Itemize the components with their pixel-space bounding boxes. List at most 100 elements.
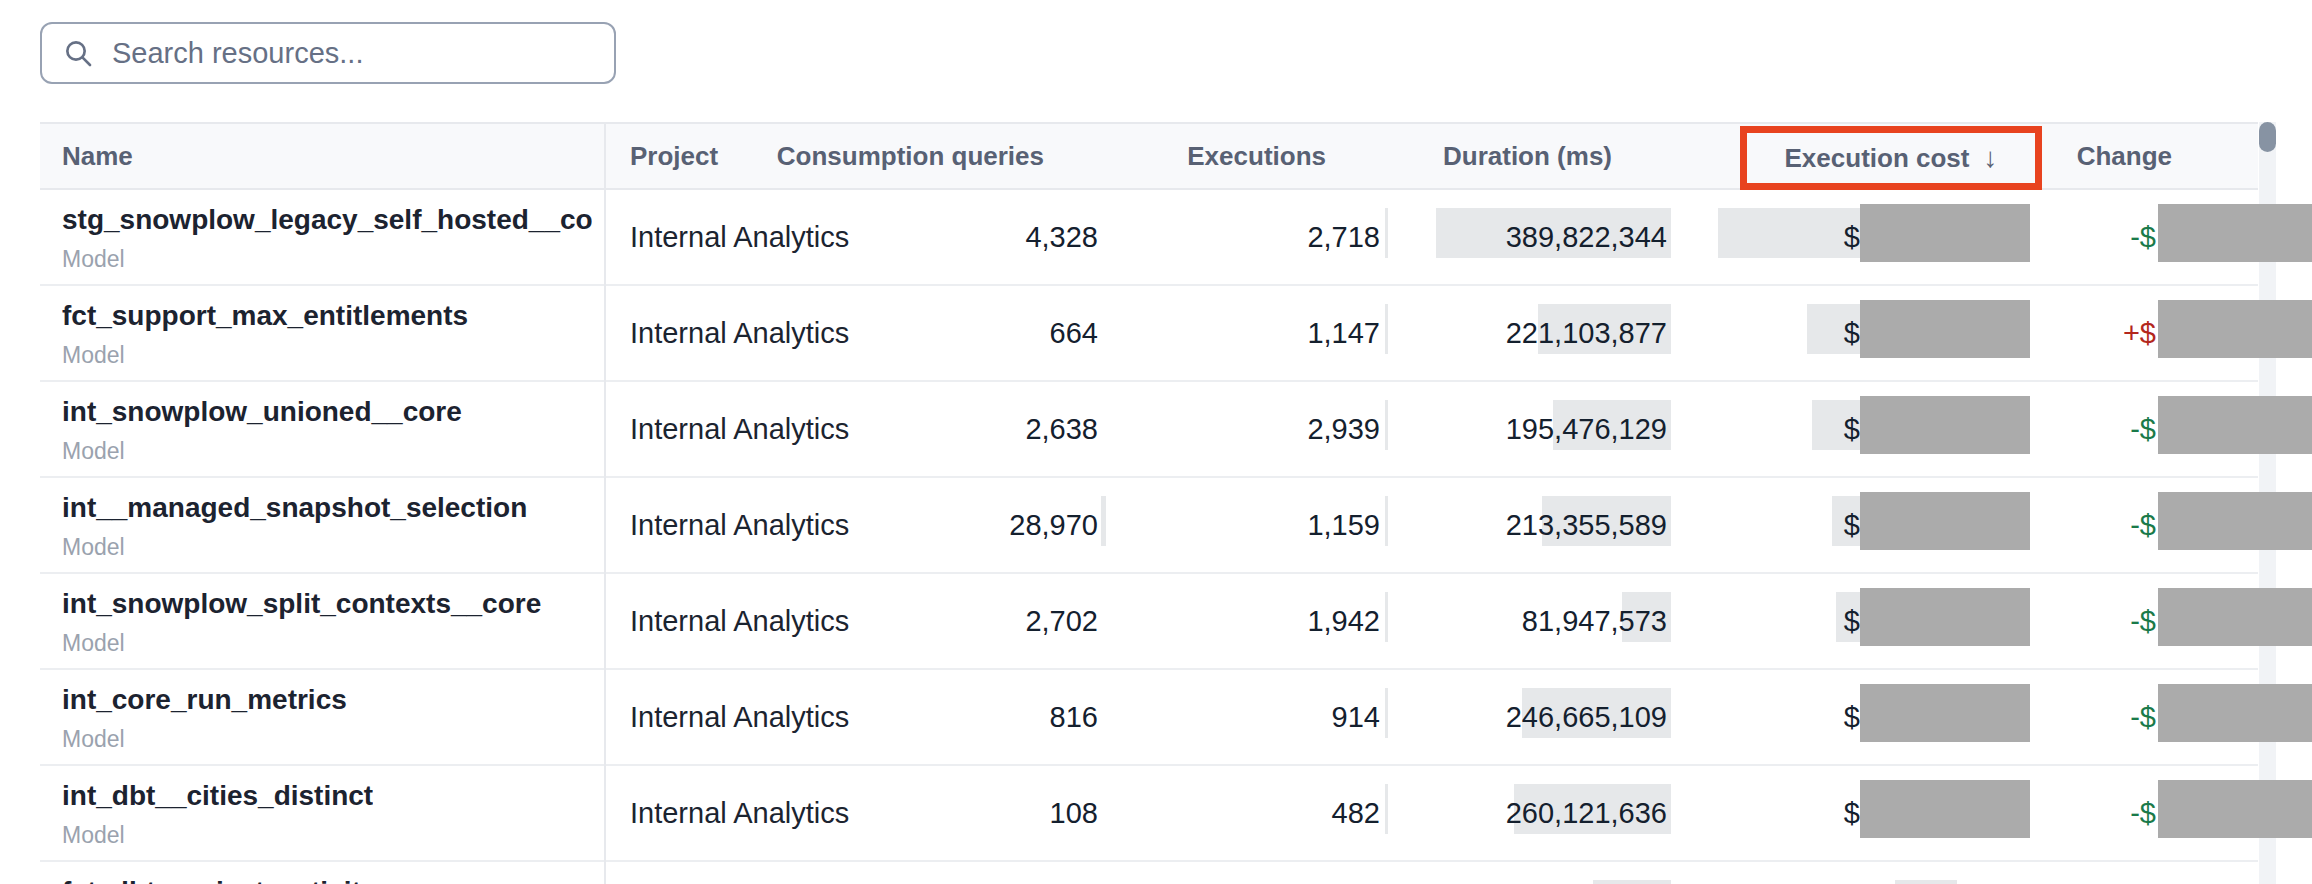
table-header: Name Project Consumption queries Executi… xyxy=(40,122,2258,190)
resource-name-link[interactable]: int_core_run_metrics xyxy=(62,684,347,716)
change-redacted-value xyxy=(2158,396,2312,454)
resource-type-label: Model xyxy=(62,246,125,273)
consumption-queries-bar xyxy=(1101,496,1106,546)
change-redacted-value xyxy=(2158,492,2312,550)
search-icon xyxy=(62,37,94,69)
execution-cost-redacted-value xyxy=(1860,204,2030,262)
scrollbar-thumb[interactable] xyxy=(2259,122,2276,152)
resource-name-link[interactable]: int_snowplow_unioned__core xyxy=(62,396,462,428)
change-redacted-value xyxy=(2158,780,2312,838)
resource-type-label: Model xyxy=(62,630,125,657)
table-row[interactable]: int_core_run_metrics Model Internal Anal… xyxy=(0,670,2312,766)
project-cell: Internal Analytics xyxy=(630,605,849,638)
resource-name-link[interactable]: stg_snowplow_legacy_self_hosted__cor… xyxy=(62,204,592,236)
duration-highlight-bar xyxy=(1593,880,1671,884)
project-cell: Internal Analytics xyxy=(630,317,849,350)
resource-type-label: Model xyxy=(62,438,125,465)
resource-name-link[interactable]: fct_support_max_entitlements xyxy=(62,300,468,332)
executions-cell: 482 xyxy=(1130,797,1380,830)
change-cell: -$ xyxy=(2056,221,2156,254)
duration-cell: 246,665,109 xyxy=(1380,701,1667,734)
duration-cell: 260,121,636 xyxy=(1380,797,1667,830)
execution-cost-redacted-value xyxy=(1860,396,2030,454)
table-row[interactable]: stg_snowplow_legacy_self_hosted__cor… Mo… xyxy=(0,190,2312,286)
execution-cost-cell: $ xyxy=(1760,221,1860,254)
consumption-queries-cell: 2,702 xyxy=(840,605,1098,638)
resource-type-label: Model xyxy=(62,822,125,849)
change-cell: -$ xyxy=(2056,413,2156,446)
column-header-consumption-queries[interactable]: Consumption queries xyxy=(777,124,1044,192)
resource-type-label: Model xyxy=(62,342,125,369)
consumption-queries-cell: 4,328 xyxy=(840,221,1098,254)
column-header-project[interactable]: Project xyxy=(630,124,718,192)
sort-descending-icon[interactable]: ↓ xyxy=(1983,144,1997,172)
change-cell: -$ xyxy=(2056,797,2156,830)
column-header-executions[interactable]: Executions xyxy=(1187,124,1326,192)
change-cell: +$ xyxy=(2056,317,2156,350)
execution-cost-cell: $ xyxy=(1760,701,1860,734)
executions-cell: 1,159 xyxy=(1130,509,1380,542)
executions-cell: 914 xyxy=(1130,701,1380,734)
project-cell: Internal Analytics xyxy=(630,701,849,734)
change-redacted-value xyxy=(2158,684,2312,742)
table-row[interactable]: int__managed_snapshot_selection Model In… xyxy=(0,478,2312,574)
table-row[interactable]: fct_support_max_entitlements Model Inter… xyxy=(0,286,2312,382)
executions-cell: 2,718 xyxy=(1130,221,1380,254)
table-row[interactable]: int_snowplow_split_contexts__core Model … xyxy=(0,574,2312,670)
resource-type-label: Model xyxy=(62,534,125,561)
project-cell: Internal Analytics xyxy=(630,413,849,446)
project-cell: Internal Analytics xyxy=(630,221,849,254)
name-column-divider xyxy=(604,122,606,884)
resource-name-link[interactable]: fct_dbt_project_activity xyxy=(62,876,376,884)
consumption-queries-cell: 816 xyxy=(840,701,1098,734)
table-body: stg_snowplow_legacy_self_hosted__cor… Mo… xyxy=(0,190,2312,884)
column-header-execution-cost[interactable]: Execution cost xyxy=(1785,145,1970,171)
project-cell: Internal Analytics xyxy=(630,797,849,830)
column-header-change[interactable]: Change xyxy=(2077,124,2172,192)
change-cell: -$ xyxy=(2056,605,2156,638)
table-row[interactable]: int_snowplow_unioned__core Model Interna… xyxy=(0,382,2312,478)
change-cell: -$ xyxy=(2056,509,2156,542)
consumption-queries-cell: 2,638 xyxy=(840,413,1098,446)
change-redacted-value xyxy=(2158,588,2312,646)
executions-cell: 2,939 xyxy=(1130,413,1380,446)
search-box[interactable] xyxy=(40,22,616,84)
resources-page: Name Project Consumption queries Executi… xyxy=(0,0,2312,884)
column-header-duration[interactable]: Duration (ms) xyxy=(1443,124,1612,192)
resource-name-link[interactable]: int__managed_snapshot_selection xyxy=(62,492,527,524)
change-cell: -$ xyxy=(2056,701,2156,734)
executions-cell: 1,942 xyxy=(1130,605,1380,638)
table-row[interactable]: fct_dbt_project_activity xyxy=(0,862,2312,884)
execution-cost-cell: $ xyxy=(1760,605,1860,638)
consumption-queries-cell: 28,970 xyxy=(840,509,1098,542)
column-header-name[interactable]: Name xyxy=(62,124,133,192)
consumption-queries-cell: 108 xyxy=(840,797,1098,830)
executions-cell: 1,147 xyxy=(1130,317,1380,350)
execution-cost-highlight-bar xyxy=(1895,880,1957,884)
execution-cost-cell: $ xyxy=(1760,797,1860,830)
consumption-queries-cell: 664 xyxy=(840,317,1098,350)
table-row[interactable]: int_dbt__cities_distinct Model Internal … xyxy=(0,766,2312,862)
resource-name-link[interactable]: int_dbt__cities_distinct xyxy=(62,780,373,812)
execution-cost-redacted-value xyxy=(1860,588,2030,646)
execution-cost-redacted-value xyxy=(1860,780,2030,838)
duration-cell: 195,476,129 xyxy=(1380,413,1667,446)
duration-cell: 81,947,573 xyxy=(1380,605,1667,638)
change-redacted-value xyxy=(2158,300,2312,358)
project-cell: Internal Analytics xyxy=(630,509,849,542)
change-redacted-value xyxy=(2158,204,2312,262)
execution-cost-annotation-box: Execution cost ↓ xyxy=(1740,126,2042,190)
resources-table: Name Project Consumption queries Executi… xyxy=(0,122,2312,884)
execution-cost-cell: $ xyxy=(1760,317,1860,350)
execution-cost-cell: $ xyxy=(1760,413,1860,446)
duration-cell: 221,103,877 xyxy=(1380,317,1667,350)
execution-cost-redacted-value xyxy=(1860,300,2030,358)
resource-name-link[interactable]: int_snowplow_split_contexts__core xyxy=(62,588,541,620)
execution-cost-redacted-value xyxy=(1860,492,2030,550)
execution-cost-cell: $ xyxy=(1760,509,1860,542)
duration-cell: 213,355,589 xyxy=(1380,509,1667,542)
resource-type-label: Model xyxy=(62,726,125,753)
search-input[interactable] xyxy=(112,37,594,70)
execution-cost-redacted-value xyxy=(1860,684,2030,742)
duration-cell: 389,822,344 xyxy=(1380,221,1667,254)
